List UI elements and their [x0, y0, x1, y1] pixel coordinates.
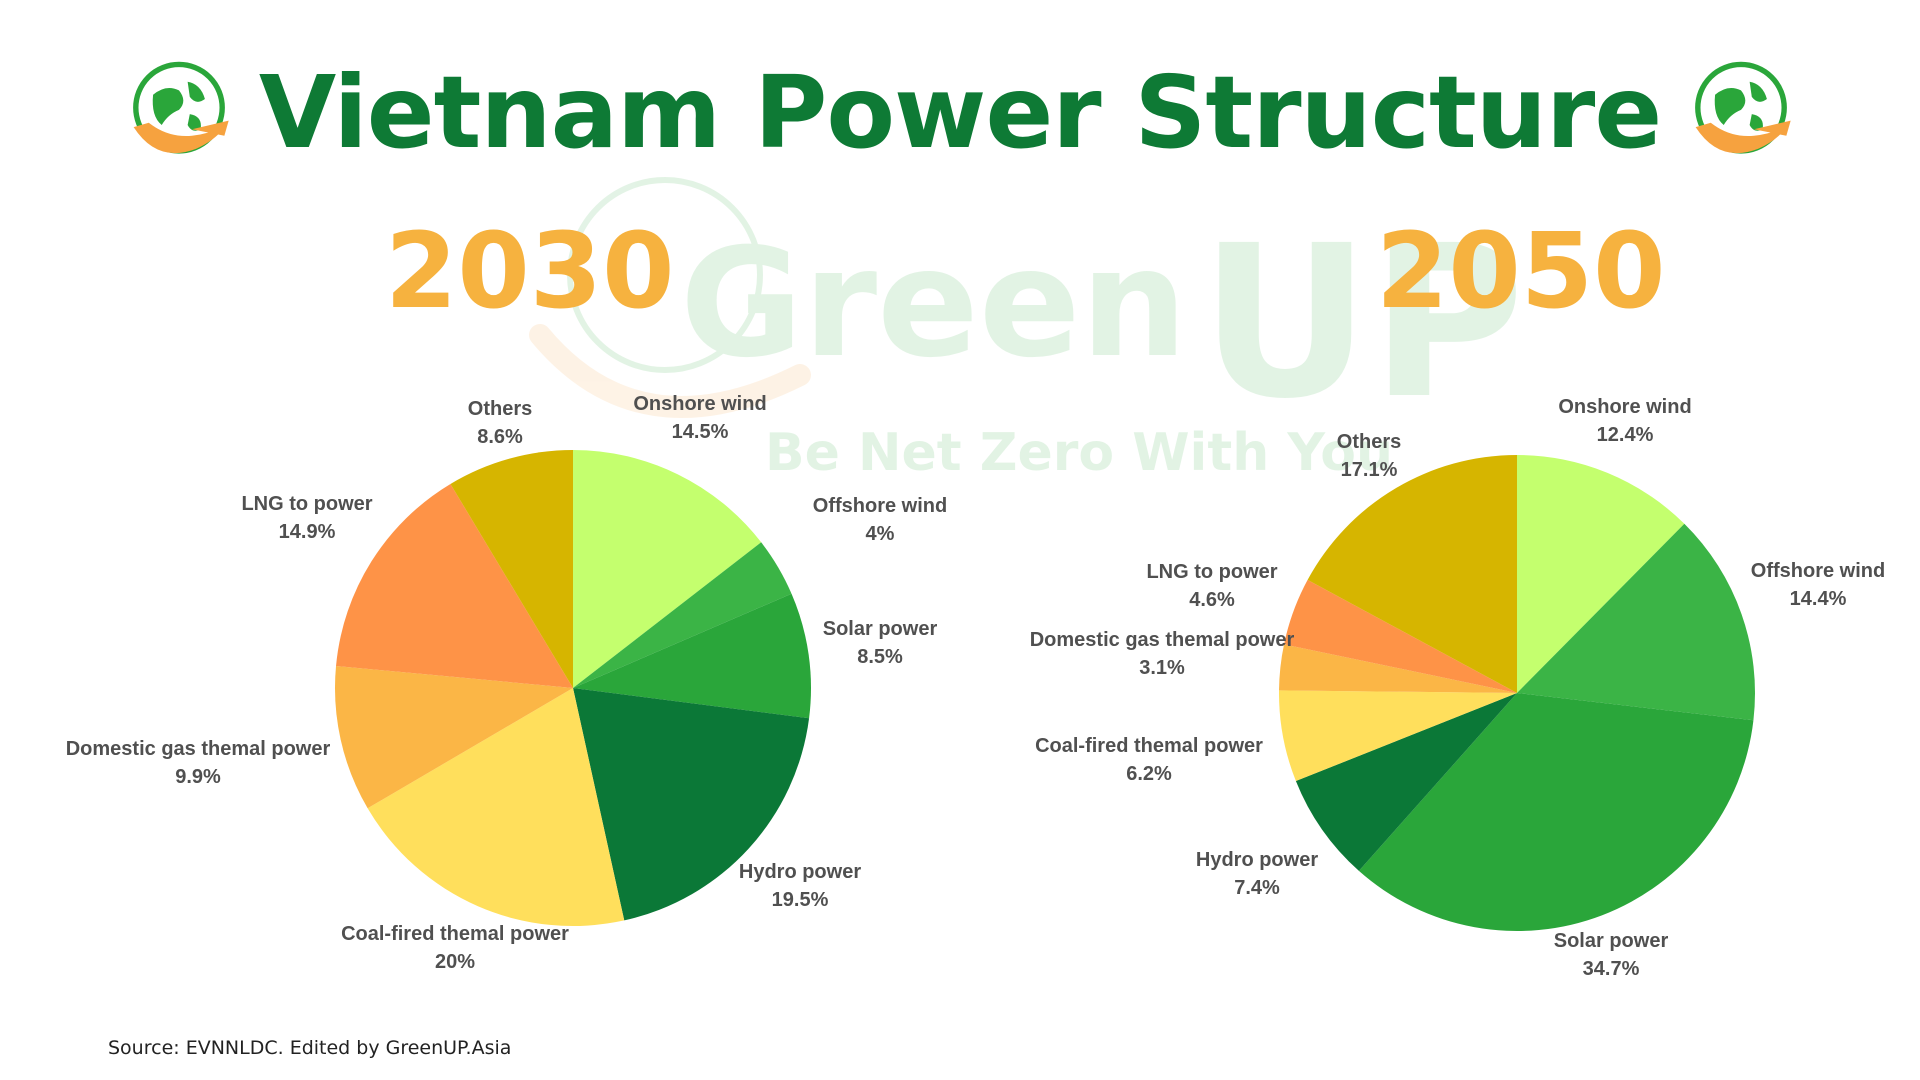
- pie-2050-slice-solar-power: [1358, 693, 1754, 931]
- pie-2030-label-hydro-power: Hydro power: [739, 861, 861, 883]
- pie-2050-label-others: Others: [1337, 431, 1401, 453]
- pie-2030-value-offshore-wind: 4%: [866, 523, 895, 545]
- pie-2030-slice-offshore-wind: [573, 542, 792, 688]
- pie-2050-label-offshore-wind: Offshore wind: [1751, 560, 1885, 582]
- pie-2050-slice-offshore-wind: [1517, 523, 1755, 721]
- pie-2030-label-solar-power: Solar power: [823, 618, 938, 640]
- pie-2050-label-lng-to-power: LNG to power: [1146, 561, 1277, 583]
- pie-2050-label-solar-power: Solar power: [1554, 930, 1669, 952]
- pie-2050-label-coal-fired-themal-power: Coal-fired themal power: [1035, 735, 1263, 757]
- pie-2050: [1278, 455, 1755, 931]
- chart-title-2050: 2050: [1376, 210, 1666, 332]
- pie-2050-slice-others: [1307, 455, 1517, 693]
- globe-logo-icon: [132, 61, 229, 154]
- pie-2050-slice-domestic-gas-themal-power: [1279, 644, 1517, 693]
- pie-2030-value-others: 8.6%: [477, 426, 523, 448]
- pie-2030-label-offshore-wind: Offshore wind: [813, 495, 947, 517]
- pie-2050-value-lng-to-power: 4.6%: [1189, 589, 1235, 611]
- pie-2030-value-onshore-wind: 14.5%: [672, 421, 729, 443]
- pie-2030-label-coal-fired-themal-power: Coal-fired themal power: [341, 923, 569, 945]
- pie-2050-value-solar-power: 34.7%: [1583, 958, 1640, 980]
- pie-2050-label-onshore-wind: Onshore wind: [1558, 396, 1691, 418]
- pie-2050-value-domestic-gas-themal-power: 3.1%: [1139, 657, 1185, 679]
- pie-2050-value-hydro-power: 7.4%: [1234, 877, 1280, 899]
- pie-2050-slice-lng-to-power: [1284, 579, 1517, 693]
- pie-2050-value-coal-fired-themal-power: 6.2%: [1126, 763, 1172, 785]
- chart-title-2030: 2030: [385, 210, 675, 332]
- pie-2050-value-offshore-wind: 14.4%: [1790, 588, 1847, 610]
- pie-2030-label-lng-to-power: LNG to power: [241, 493, 372, 515]
- pie-2050-slice-hydro-power: [1295, 693, 1517, 871]
- page-title: Vietnam Power Structure: [258, 53, 1662, 171]
- pie-2030-slice-hydro-power: [573, 688, 810, 921]
- globe-logo-icon: [1695, 61, 1791, 154]
- pie-2030-slice-solar-power: [573, 593, 811, 719]
- pie-2030-slice-domestic-gas-themal-power: [334, 665, 573, 809]
- pie-2050-label-domestic-gas-themal-power: Domestic gas themal power: [1030, 629, 1295, 651]
- pie-2030-slice-onshore-wind: [573, 450, 762, 688]
- source-note: Source: EVNNLDC. Edited by GreenUP.Asia: [108, 1037, 512, 1059]
- pie-2030-value-lng-to-power: 14.9%: [279, 521, 336, 543]
- pie-2030-label-domestic-gas-themal-power: Domestic gas themal power: [66, 738, 331, 760]
- pie-2050-label-hydro-power: Hydro power: [1196, 849, 1318, 871]
- pie-2030: [334, 449, 811, 927]
- pie-2030-slice-coal-fired-themal-power: [367, 688, 625, 927]
- pie-2050-slice-onshore-wind: [1517, 455, 1685, 693]
- title-bar: Vietnam Power Structure: [0, 42, 1920, 182]
- pie-2030-slice-others: [450, 449, 573, 688]
- pie-2030-value-domestic-gas-themal-power: 9.9%: [175, 766, 221, 788]
- pie-2030-value-coal-fired-themal-power: 20%: [435, 951, 475, 973]
- pie-2050-value-onshore-wind: 12.4%: [1597, 424, 1654, 446]
- pie-2050-value-others: 17.1%: [1341, 459, 1398, 481]
- pie-2030-value-hydro-power: 19.5%: [772, 889, 829, 911]
- pie-2030-value-solar-power: 8.5%: [857, 646, 903, 668]
- pie-2030-label-others: Others: [468, 398, 532, 420]
- pie-2030-label-onshore-wind: Onshore wind: [633, 393, 766, 415]
- pie-2030-slice-lng-to-power: [336, 483, 573, 688]
- pie-2050-slice-coal-fired-themal-power: [1278, 690, 1517, 782]
